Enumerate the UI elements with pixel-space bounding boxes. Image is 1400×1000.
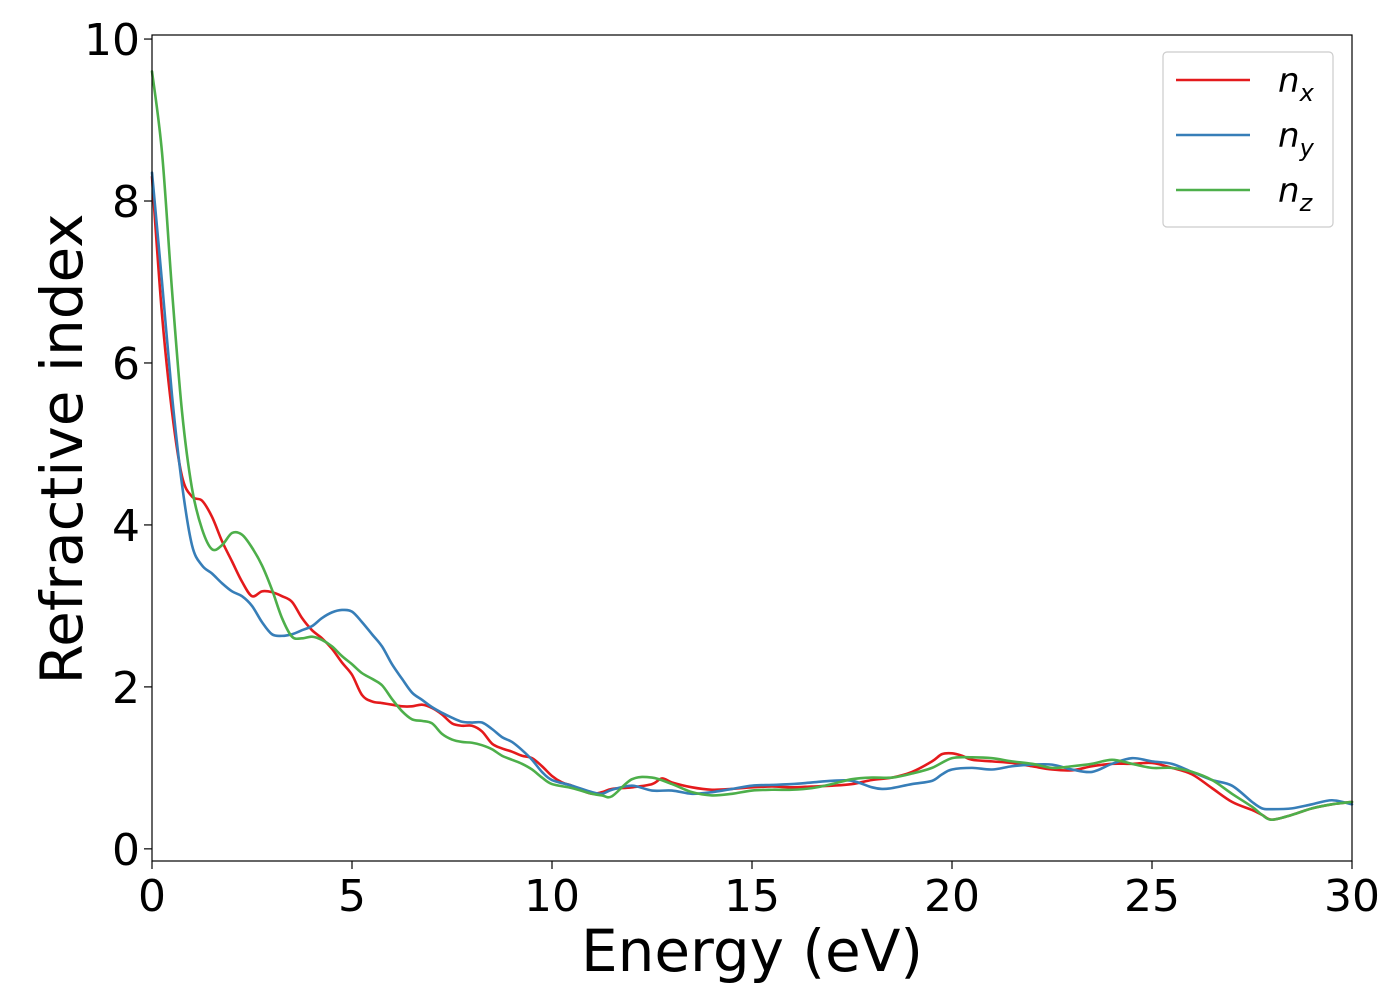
ticks-layer: 0 5 10 15 20 25 30 0 2 4 6 8 10 — [84, 15, 1380, 922]
x-tick-label: 30 — [1324, 871, 1380, 922]
legend-label-subscript: z — [1299, 189, 1314, 217]
legend-label-y: ny — [1278, 116, 1315, 162]
y-tick-label: 4 — [112, 501, 140, 552]
legend-label-base: n — [1278, 61, 1300, 101]
series-line-z — [150, 70, 1354, 821]
x-tick-label: 25 — [1124, 871, 1180, 922]
x-tick-label: 5 — [338, 871, 366, 922]
legend-label-base: n — [1278, 116, 1300, 156]
x-tick-label: 20 — [924, 871, 980, 922]
series-line-y — [150, 171, 1354, 811]
legend-label-x: nx — [1278, 61, 1315, 107]
x-tick-label: 15 — [724, 871, 780, 922]
y-tick-label: 6 — [112, 339, 140, 390]
series-layer — [150, 70, 1354, 821]
legend-label-subscript: y — [1299, 134, 1315, 162]
x-tick-label: 0 — [138, 871, 166, 922]
y-tick-label: 0 — [112, 825, 140, 876]
legend-label-z: nz — [1278, 171, 1314, 217]
legend-frame — [1162, 51, 1334, 228]
y-tick-label: 2 — [112, 663, 140, 714]
y-tick-label: 8 — [112, 177, 140, 228]
y-axis-title: Refractive index — [28, 213, 96, 684]
legend-label-subscript: x — [1299, 79, 1315, 107]
legend-label-base: n — [1278, 171, 1300, 211]
y-tick-label: 10 — [84, 15, 140, 66]
x-axis-title: Energy (eV) — [581, 917, 923, 985]
x-tick-label: 10 — [524, 871, 580, 922]
